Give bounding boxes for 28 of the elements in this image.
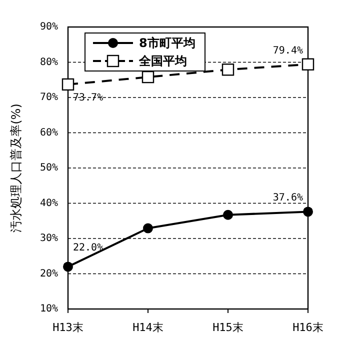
x-tick-label: H15末 [212,321,244,334]
point [303,206,313,217]
y-tick-label: 40% [40,198,58,209]
legend-label: 8市町平均 [139,36,196,50]
point [223,210,233,220]
y-axis-title: 汚水処理人口普及率(%) [9,104,23,232]
x-tick-label: H13末 [52,321,84,334]
point [63,262,73,272]
legend-label: 全国平均 [138,54,187,68]
point [222,64,234,76]
point [302,58,314,70]
y-tick-label: 70% [40,92,58,103]
x-tick-label: H14末 [132,321,164,334]
data-label: 73.7% [73,92,104,104]
y-tick-label: 30% [40,233,58,244]
x-tick-label: H16末 [292,321,324,334]
y-tick-label: 10% [40,304,58,314]
y-tick-label: 50% [40,162,58,174]
point [143,223,153,234]
point [62,78,74,91]
y-tick-label: 60% [40,127,58,138]
y-tick-label: 20% [40,268,58,280]
data-label: 22.0% [73,242,104,254]
point [142,70,154,84]
data-label: 79.4% [272,45,303,56]
y-tick-label: 80% [40,56,58,68]
y-tick-label: 90% [40,22,58,32]
data-label: 37.6% [272,192,303,204]
